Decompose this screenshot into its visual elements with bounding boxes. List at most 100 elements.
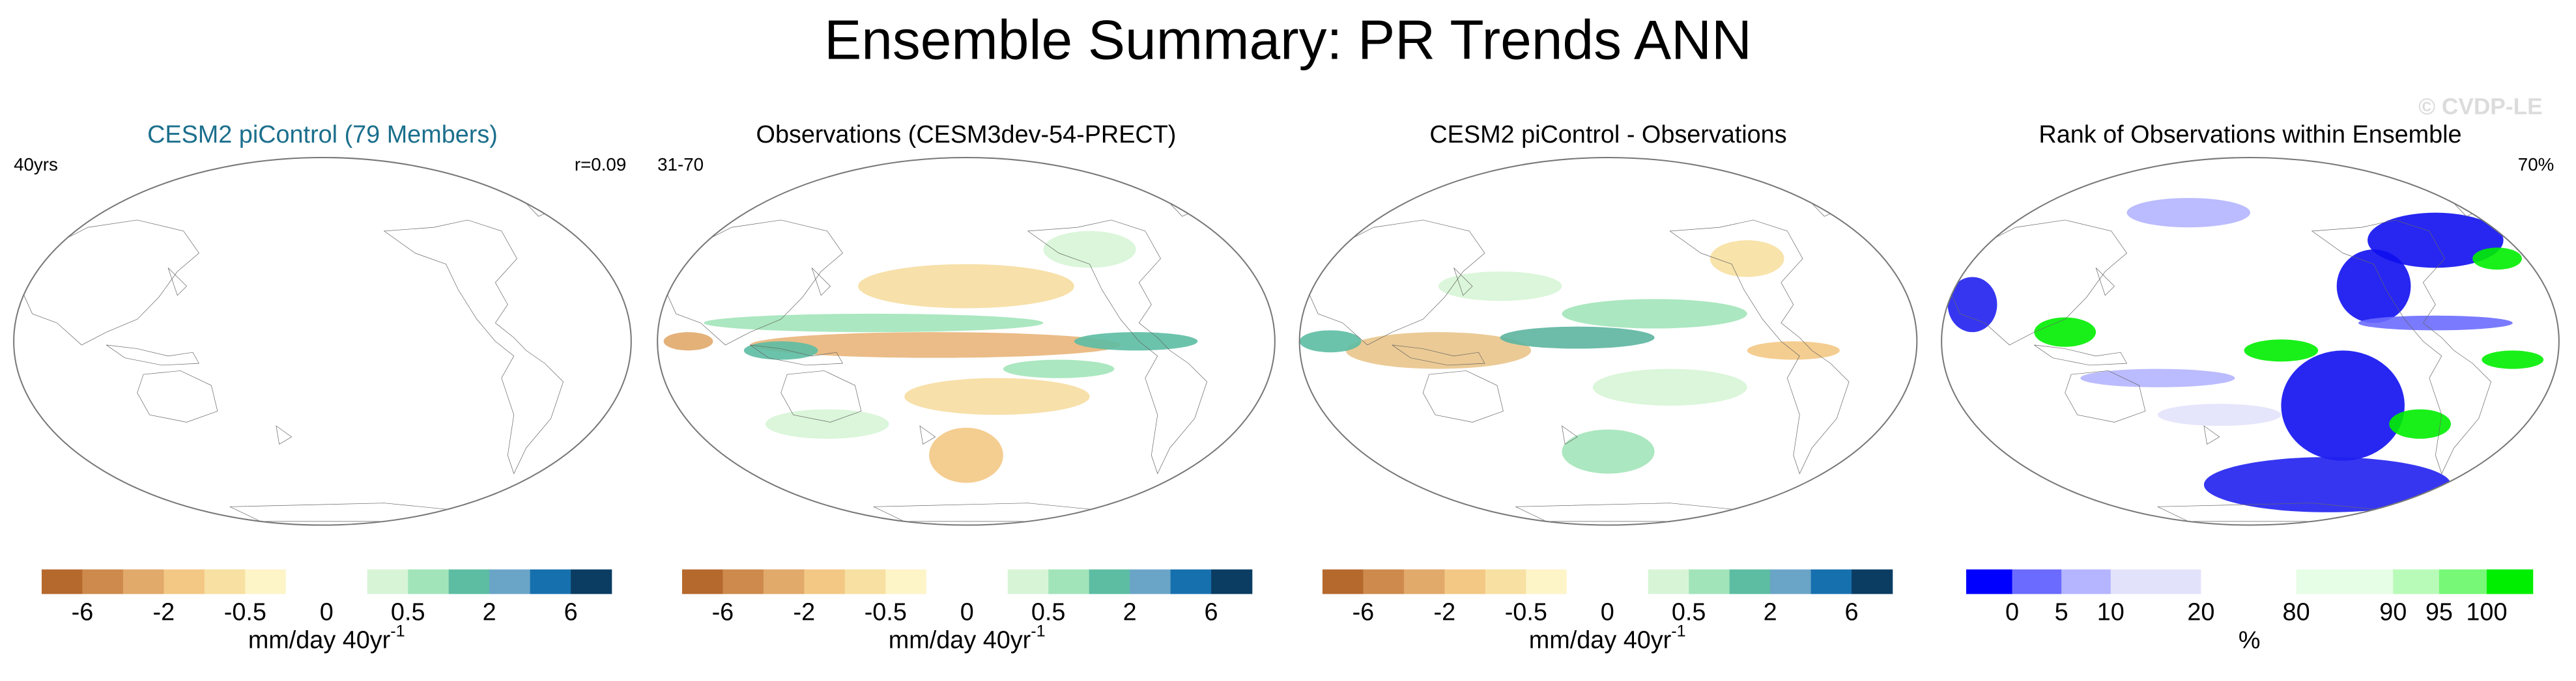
map-shading — [2389, 409, 2452, 439]
map — [14, 158, 631, 525]
colorbar-tick-label: 2 — [1764, 599, 1777, 626]
colorbar-tick-label: 90 — [2379, 599, 2407, 626]
map-shading — [2358, 315, 2513, 331]
colorbar-tick-label: 0.5 — [391, 599, 425, 626]
colorbar-tick-label: -0.5 — [865, 599, 907, 626]
colorbar-tick-label: -6 — [72, 599, 94, 626]
map-shading — [1562, 299, 1747, 329]
right-label: r=0.09 — [575, 154, 626, 174]
colorbar-units: mm/day 40yr-1 — [1529, 622, 1686, 654]
map — [657, 158, 1275, 525]
colorbar-box — [285, 569, 328, 594]
colorbar-tick-label: 95 — [2426, 599, 2453, 626]
units-text: mm/day 40yr — [1529, 626, 1671, 654]
colorbar-tick-label: 5 — [2055, 599, 2068, 626]
map-outline — [657, 156, 1276, 526]
colorbar-box — [122, 569, 165, 594]
colorbar-tick-label: 0 — [1601, 599, 1614, 626]
colorbar-tick-label: -6 — [1352, 599, 1375, 626]
colorbar-box — [1689, 569, 1730, 594]
map-shading — [1500, 326, 1655, 349]
colorbar-tick-label: -0.5 — [224, 599, 266, 626]
colorbar-box — [2201, 569, 2297, 594]
coastline — [1454, 268, 1472, 295]
colorbar-box — [723, 569, 764, 594]
colorbar-tick-label: 20 — [2187, 599, 2214, 626]
colorbar-box — [1810, 569, 1852, 594]
colorbar-units: mm/day 40yr-1 — [248, 622, 405, 654]
map-shading — [1710, 240, 1784, 277]
colorbar-tick-label: 0 — [960, 599, 974, 626]
colorbar-box — [681, 569, 724, 594]
map-outline — [13, 156, 632, 526]
colorbar-box — [164, 569, 205, 594]
colorbar-box — [1485, 569, 1527, 594]
colorbar-box — [1607, 569, 1649, 594]
colorbar-box — [1648, 569, 1689, 594]
colorbar-box — [82, 569, 124, 594]
colorbar-box — [1007, 569, 1049, 594]
map-shading — [2368, 212, 2504, 268]
coastline — [1028, 220, 1207, 474]
colorbar-tick-label: 6 — [1845, 599, 1859, 626]
map-background — [14, 157, 631, 525]
map-shading — [743, 341, 818, 360]
colorbar-tick-label: -2 — [153, 599, 175, 626]
colorbar-tick-label: 2 — [1123, 599, 1137, 626]
panel-title: CESM2 piControl (79 Members) — [147, 121, 498, 148]
colorbar-tick-label: 0 — [2005, 599, 2019, 626]
colorbar-box — [1566, 569, 1608, 594]
colorbar-units: % — [2239, 626, 2261, 654]
right-label: 70% — [2518, 154, 2554, 174]
colorbar-box — [2393, 569, 2440, 594]
units-exponent: -1 — [390, 622, 405, 640]
map — [1299, 158, 1917, 525]
coastline — [781, 370, 861, 422]
map-shading — [1299, 330, 1362, 353]
map-shading — [663, 332, 713, 351]
colorbar-box — [1729, 569, 1771, 594]
coastline — [1392, 345, 1485, 365]
colorbar-box — [1444, 569, 1486, 594]
left-label: 31-70 — [657, 154, 704, 174]
map-shading — [750, 332, 1121, 358]
colorbar-tick-label: -6 — [712, 599, 734, 626]
coastline — [1670, 220, 1849, 474]
colorbar-tick-label: 80 — [2283, 599, 2310, 626]
colorbar-box — [204, 569, 246, 594]
coastline — [1562, 426, 1577, 444]
left-label: 40yrs — [14, 154, 58, 174]
panel: CESM2 piControl - Observations -6 -2 -0.5 0 0… — [1298, 121, 1918, 654]
colorbar-tick-label: 0 — [320, 599, 334, 626]
map-shading — [929, 427, 1003, 483]
map-outline — [1298, 156, 1918, 526]
colorbar-box — [326, 569, 368, 594]
map-shading — [2336, 249, 2411, 324]
colorbar-tick-label: 100 — [2466, 599, 2507, 626]
colorbar-box — [571, 569, 612, 594]
panel: Rank of Observations within Ensemble 70% 0… — [1941, 121, 2560, 654]
map-shading — [2157, 404, 2282, 426]
map-shading — [704, 313, 1044, 333]
coastline — [2204, 426, 2220, 444]
map-shading — [765, 409, 889, 439]
coastline — [750, 345, 842, 365]
map-shading — [2482, 350, 2544, 369]
panel-title: CESM2 piControl - Observations — [1429, 121, 1786, 148]
coastline — [2096, 268, 2114, 295]
map-shading — [1562, 429, 1655, 474]
colorbar-box — [763, 569, 805, 594]
coastline — [2034, 345, 2126, 365]
colorbar-tick-label: 10 — [2097, 599, 2125, 626]
coastline — [1948, 220, 2127, 345]
colorbar-box — [1403, 569, 1446, 594]
map-shading — [858, 264, 1074, 309]
colorbar-box — [1048, 569, 1090, 594]
map-shading — [2281, 350, 2405, 461]
colorbar-tick-label: 2 — [483, 599, 496, 626]
colorbar-box — [2486, 569, 2534, 594]
colorbar-box — [1322, 569, 1364, 594]
map-shading — [2244, 339, 2319, 362]
colorbar-box — [245, 569, 287, 594]
